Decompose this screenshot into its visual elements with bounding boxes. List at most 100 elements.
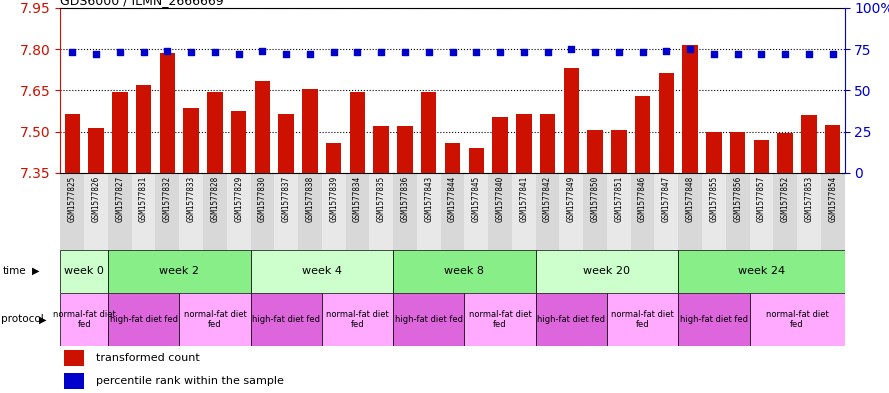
Bar (251, 250, 393, 293)
Bar (60, 173, 84, 250)
Point (303, 51, 317, 57)
Bar (825, 125, 840, 173)
Text: normal-fat diet
fed: normal-fat diet fed (469, 310, 532, 329)
Bar (611, 130, 627, 173)
Bar (369, 173, 393, 250)
Bar (60, 293, 108, 346)
Bar (421, 92, 436, 173)
Bar (278, 114, 294, 173)
Bar (132, 173, 156, 250)
Bar (801, 115, 817, 173)
Bar (275, 173, 298, 250)
Point (493, 49, 507, 55)
Text: week 20: week 20 (583, 266, 630, 276)
Bar (203, 173, 227, 250)
Bar (60, 250, 108, 293)
Bar (678, 250, 845, 293)
Bar (749, 173, 773, 250)
Text: GSM1577829: GSM1577829 (234, 176, 244, 222)
Text: ▶: ▶ (39, 314, 46, 324)
Point (374, 49, 388, 55)
Point (683, 46, 697, 52)
Text: GSM1577853: GSM1577853 (805, 176, 813, 222)
Bar (112, 92, 128, 173)
Text: ▶: ▶ (32, 266, 39, 276)
Point (326, 49, 340, 55)
Bar (441, 173, 464, 250)
Bar (464, 173, 488, 250)
Text: high-fat diet fed: high-fat diet fed (109, 315, 178, 324)
Text: GSM1577832: GSM1577832 (163, 176, 172, 222)
Bar (108, 250, 251, 293)
Bar (488, 173, 512, 250)
Text: time: time (3, 266, 27, 276)
Bar (393, 250, 536, 293)
Bar (298, 173, 322, 250)
Text: GSM1577851: GSM1577851 (614, 176, 623, 222)
Text: week 0: week 0 (64, 266, 104, 276)
Point (517, 49, 531, 55)
Bar (346, 173, 369, 250)
Text: normal-fat diet
fed: normal-fat diet fed (183, 310, 246, 329)
Text: week 8: week 8 (444, 266, 485, 276)
Text: GSM1577838: GSM1577838 (306, 176, 315, 222)
Bar (730, 132, 745, 173)
Text: GSM1577825: GSM1577825 (68, 176, 76, 222)
Point (208, 49, 222, 55)
Text: GSM1577827: GSM1577827 (116, 176, 124, 222)
Bar (725, 173, 749, 250)
Point (469, 49, 484, 55)
Bar (702, 173, 725, 250)
Point (279, 51, 293, 57)
Bar (108, 293, 180, 346)
Bar (607, 173, 630, 250)
Text: GSM1577833: GSM1577833 (187, 176, 196, 222)
Bar (777, 133, 793, 173)
Point (731, 51, 745, 57)
Bar (251, 293, 322, 346)
Point (541, 49, 555, 55)
Bar (302, 89, 317, 173)
Text: GDS6000 / ILMN_2666669: GDS6000 / ILMN_2666669 (60, 0, 224, 7)
Text: week 4: week 4 (302, 266, 341, 276)
Bar (512, 173, 536, 250)
Point (707, 51, 721, 57)
Text: percentile rank within the sample: percentile rank within the sample (96, 376, 284, 386)
Bar (444, 143, 461, 173)
Point (754, 51, 768, 57)
Point (113, 49, 127, 55)
Bar (683, 45, 698, 173)
Text: GSM1577828: GSM1577828 (211, 176, 220, 222)
Bar (588, 130, 603, 173)
Bar (160, 53, 175, 173)
Point (398, 49, 412, 55)
Point (445, 49, 460, 55)
Text: GSM1577841: GSM1577841 (519, 176, 528, 222)
Bar (706, 132, 722, 173)
Text: week 2: week 2 (159, 266, 199, 276)
Text: high-fat diet fed: high-fat diet fed (252, 315, 320, 324)
Text: high-fat diet fed: high-fat diet fed (680, 315, 748, 324)
Bar (393, 173, 417, 250)
Text: GSM1577842: GSM1577842 (543, 176, 552, 222)
Bar (773, 173, 797, 250)
Text: GSM1577830: GSM1577830 (258, 176, 267, 222)
Bar (559, 173, 583, 250)
Bar (326, 143, 341, 173)
Bar (659, 72, 674, 173)
Text: GSM1577836: GSM1577836 (400, 176, 410, 222)
Point (660, 48, 674, 54)
Text: GSM1577856: GSM1577856 (733, 176, 742, 222)
Bar (180, 173, 203, 250)
Point (184, 49, 198, 55)
Bar (251, 173, 275, 250)
Text: GSM1577854: GSM1577854 (829, 176, 837, 222)
Text: GSM1577845: GSM1577845 (472, 176, 481, 222)
Bar (797, 173, 821, 250)
Bar (183, 108, 199, 173)
Bar (607, 293, 678, 346)
Bar (754, 140, 769, 173)
Bar (469, 148, 484, 173)
Bar (540, 114, 556, 173)
Bar (536, 250, 678, 293)
